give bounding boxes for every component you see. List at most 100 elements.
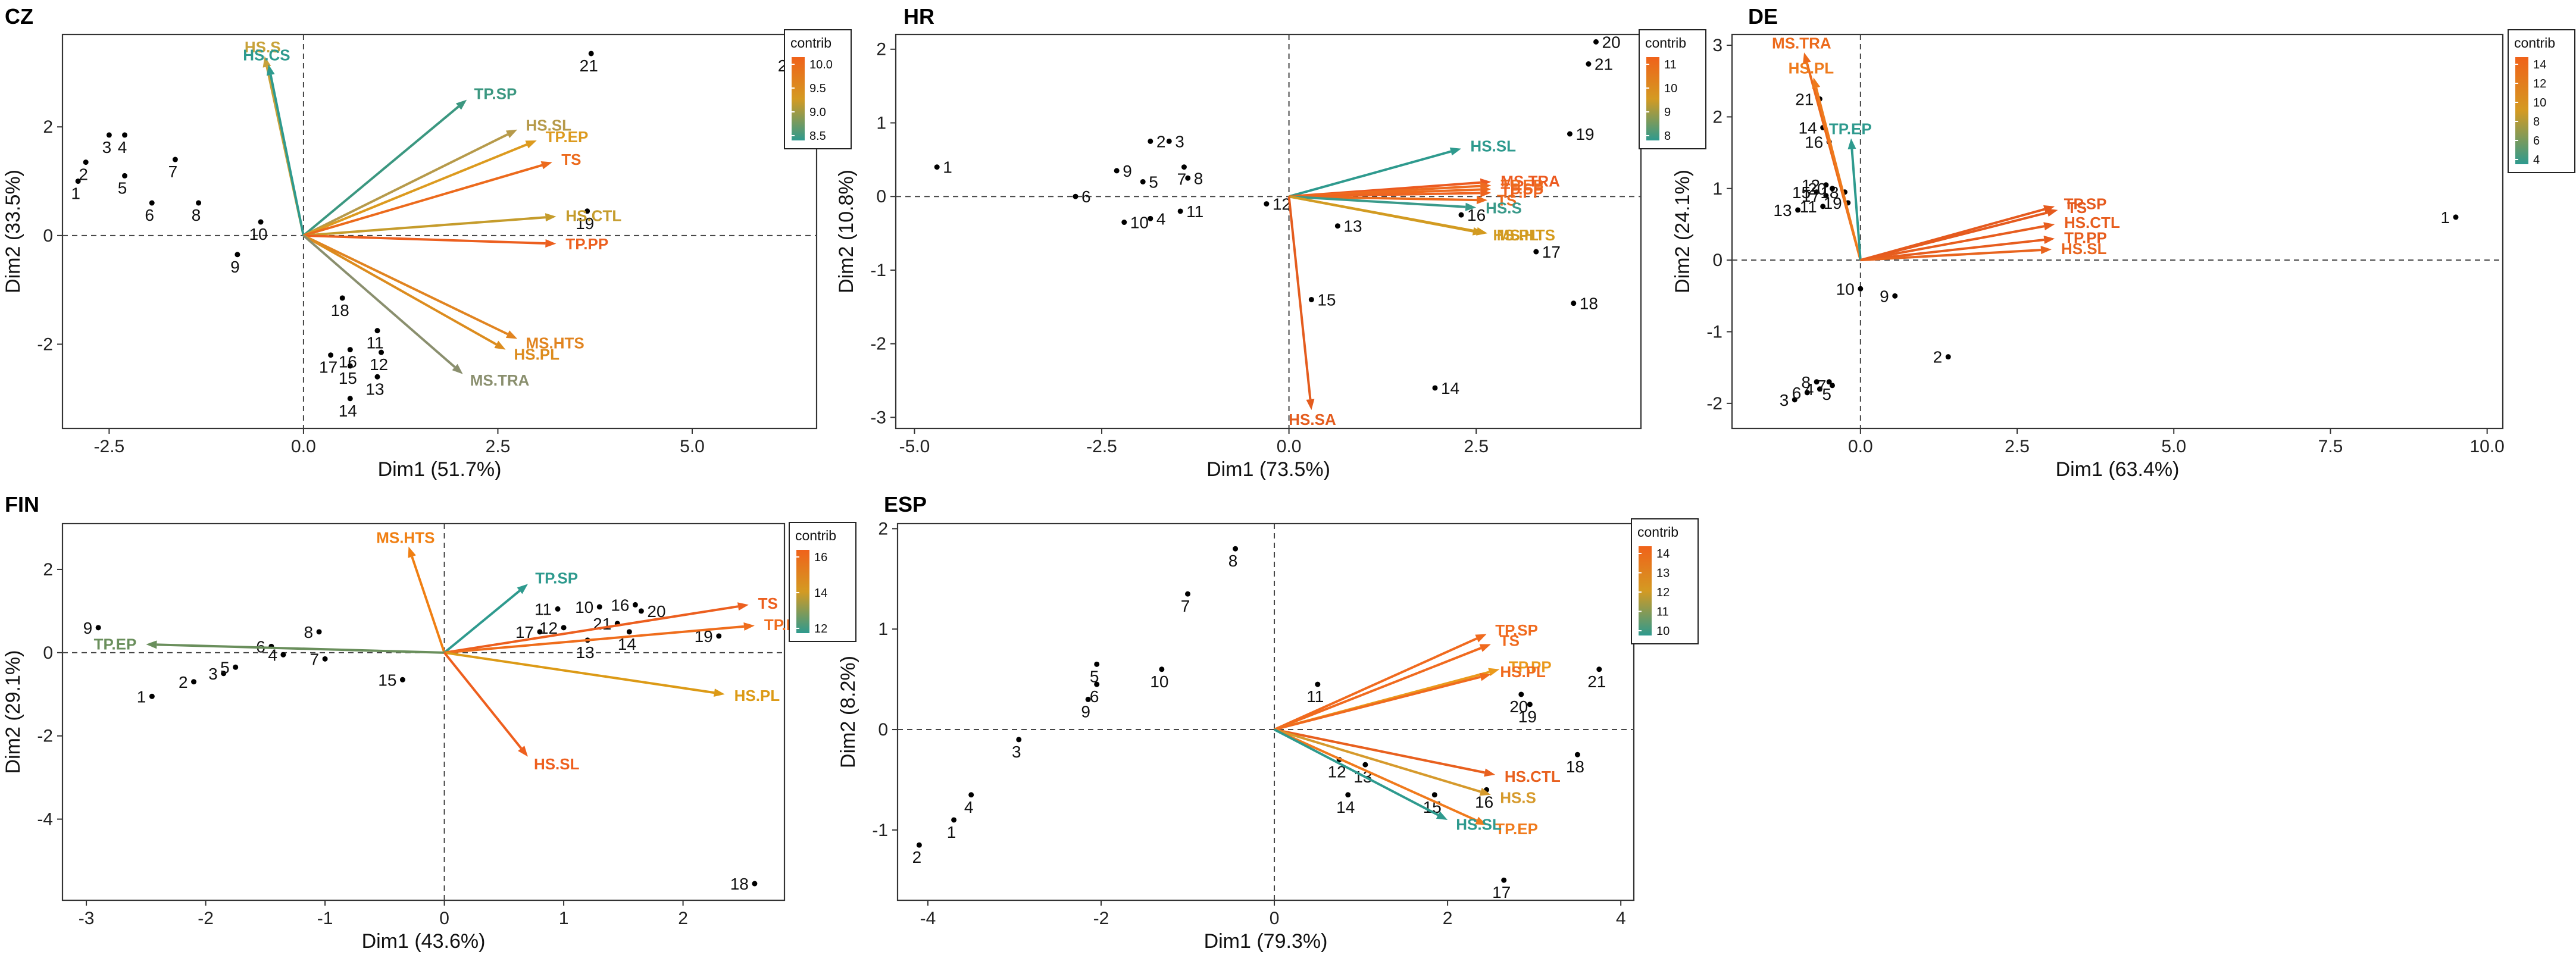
y-tick-label: -1 bbox=[1706, 323, 1722, 342]
variable-arrowhead bbox=[2046, 208, 2058, 217]
variable-arrow bbox=[1274, 728, 1478, 822]
individual-point bbox=[374, 328, 380, 334]
y-tick-label: 1 bbox=[1712, 179, 1722, 199]
individual-label: 11 bbox=[1306, 687, 1324, 706]
legend-title: contrib bbox=[795, 528, 836, 543]
y-axis-label: Dim2 (33.5%) bbox=[2, 170, 24, 293]
variable-label: HS.CTL bbox=[1505, 768, 1561, 785]
individual-label: 7 bbox=[1181, 597, 1190, 615]
individual-point bbox=[1181, 164, 1187, 170]
individual-point bbox=[1533, 249, 1539, 255]
y-tick-label: 1 bbox=[876, 113, 886, 133]
variable-label: HS.PL bbox=[1493, 226, 1539, 244]
individual-point bbox=[1804, 390, 1810, 396]
legend: contrib 10.0 9.5 9.0 8.5 bbox=[784, 29, 852, 149]
individual-label: 15 bbox=[1792, 183, 1811, 202]
y-tick-label: 2 bbox=[43, 117, 53, 137]
variable-label: HS.SA bbox=[1289, 411, 1336, 428]
legend-label: 10 bbox=[1664, 82, 1677, 95]
individual-point bbox=[1148, 138, 1153, 144]
variable-arrowhead bbox=[737, 602, 749, 611]
individual-point bbox=[1527, 702, 1533, 707]
individual-point bbox=[149, 200, 155, 206]
individual-point bbox=[347, 363, 353, 369]
x-tick-label: 2 bbox=[678, 909, 688, 928]
variable-label: TP.SP bbox=[2064, 195, 2107, 213]
variable-arrowhead bbox=[1436, 811, 1448, 820]
variable-arrowhead bbox=[1476, 196, 1488, 205]
legend: contrib 14 13 12 11 10 bbox=[1631, 518, 1699, 644]
variable-label: TS bbox=[1500, 632, 1520, 650]
x-tick-label: 2.5 bbox=[1464, 437, 1489, 456]
individual-point bbox=[1501, 877, 1507, 883]
individual-label: 1 bbox=[943, 158, 952, 177]
legend-label: 9 bbox=[1664, 106, 1671, 119]
individual-label: 6 bbox=[1090, 687, 1099, 706]
individual-point bbox=[1593, 39, 1599, 45]
individual-label: 7 bbox=[310, 650, 320, 668]
variable-arrow bbox=[303, 164, 543, 237]
individual-point bbox=[951, 817, 957, 823]
legend-colorbar bbox=[796, 550, 809, 633]
individual-point bbox=[1185, 591, 1191, 597]
individual-label: 9 bbox=[83, 619, 93, 637]
individual-label: 15 bbox=[339, 369, 357, 387]
x-tick-label: -2 bbox=[1093, 909, 1109, 928]
individual-point bbox=[1518, 691, 1524, 697]
individual-label: 10 bbox=[1150, 672, 1168, 691]
individual-label: 3 bbox=[208, 665, 218, 683]
individual-label: 14 bbox=[1799, 118, 1817, 137]
individual-label: 19 bbox=[1575, 125, 1594, 143]
legend: contrib 11 10 9 8 bbox=[1639, 29, 1706, 149]
variable-arrowhead bbox=[2040, 246, 2052, 255]
individual-point bbox=[399, 677, 405, 683]
variable-arrow bbox=[1289, 195, 1477, 202]
variable-arrow bbox=[443, 590, 521, 654]
variable-label: MS.HTS bbox=[1497, 226, 1555, 244]
x-tick-label: -1 bbox=[317, 909, 333, 928]
variable-arrowhead bbox=[1803, 52, 1811, 64]
individual-point bbox=[75, 179, 81, 184]
legend-label: 12 bbox=[1656, 586, 1670, 599]
individual-point bbox=[1016, 737, 1022, 743]
variable-label: MS.HTS bbox=[526, 334, 584, 352]
individual-label: 18 bbox=[1566, 757, 1584, 776]
individual-label: 16 bbox=[1475, 793, 1493, 811]
individual-point bbox=[221, 671, 227, 677]
individual-label: 2 bbox=[1933, 348, 1943, 367]
individual-label: 19 bbox=[1824, 194, 1842, 212]
y-tick-label: -2 bbox=[37, 334, 53, 354]
individual-label: 21 bbox=[1795, 90, 1814, 108]
individual-label: 7 bbox=[1177, 170, 1187, 189]
x-tick-label: 2.5 bbox=[2005, 437, 2030, 456]
individual-label: 12 bbox=[370, 355, 388, 374]
individual-point bbox=[1586, 61, 1592, 67]
individual-point bbox=[1892, 293, 1898, 299]
variable-label: TP.EP bbox=[546, 128, 589, 146]
variable-label: HS.SL bbox=[526, 117, 571, 134]
variable-arrow bbox=[157, 643, 445, 654]
variable-arrow bbox=[1860, 211, 2048, 262]
individual-point bbox=[1826, 379, 1832, 385]
y-tick-label: 2 bbox=[878, 519, 888, 539]
individual-point bbox=[752, 881, 758, 887]
variable-arrowhead bbox=[743, 622, 755, 631]
individual-point bbox=[1308, 296, 1314, 302]
individual-label: 4 bbox=[268, 646, 277, 664]
legend-label: 14 bbox=[1656, 547, 1670, 561]
y-tick-label: 2 bbox=[43, 560, 53, 580]
variable-arrowhead bbox=[1475, 816, 1487, 825]
y-tick-label: -1 bbox=[872, 821, 888, 840]
panel-title: ESP bbox=[884, 492, 927, 516]
individual-point bbox=[1829, 383, 1835, 389]
individual-label: 3 bbox=[1780, 391, 1789, 409]
legend-colorbar bbox=[1646, 57, 1659, 140]
variable-arrowhead bbox=[517, 584, 528, 594]
variable-arrow bbox=[1860, 249, 2042, 262]
variable-arrow bbox=[1274, 728, 1481, 793]
individual-point bbox=[1567, 131, 1573, 137]
individual-point bbox=[258, 219, 264, 225]
variable-label: TS bbox=[1497, 192, 1517, 209]
